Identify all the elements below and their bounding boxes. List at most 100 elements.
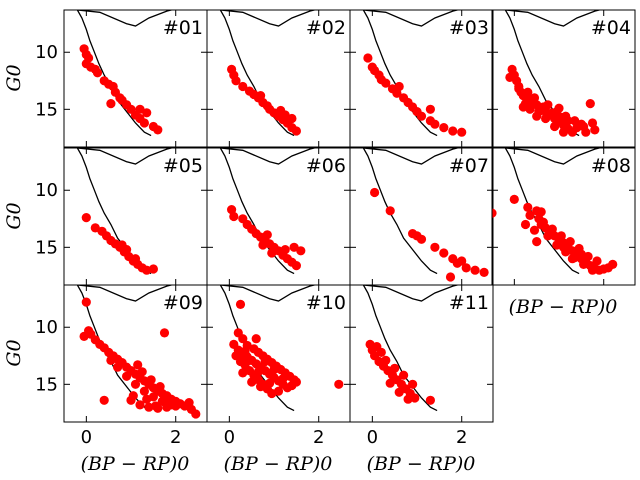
data-point — [291, 126, 301, 136]
data-point — [240, 346, 250, 356]
data-point — [518, 102, 528, 112]
data-point — [148, 264, 158, 274]
data-point — [363, 53, 373, 63]
data-point — [408, 379, 418, 389]
panels-grid: 10 15 #01 #02 #03 #04 10 15 #05 #06 #07 #08 0 2 10 15 #0… — [35, 9, 636, 448]
data-point — [99, 395, 109, 405]
data-point — [505, 72, 515, 82]
panel-label: #11 — [449, 292, 489, 314]
panel-label: #05 — [163, 155, 203, 177]
data-point — [565, 237, 575, 247]
y-axis-title-row3: G0 — [3, 339, 25, 366]
data-point — [244, 355, 255, 365]
panel-plot-area — [492, 148, 618, 275]
data-point — [587, 118, 598, 128]
panel-plot-area — [219, 10, 317, 137]
data-point — [558, 242, 569, 252]
data-point — [139, 386, 149, 396]
panel-frame — [491, 9, 636, 148]
panel-frame — [491, 147, 636, 286]
data-point — [238, 334, 248, 344]
data-point — [130, 379, 141, 389]
data-point — [370, 187, 380, 198]
panel-label: #08 — [591, 155, 631, 177]
panel-label: #01 — [163, 17, 203, 39]
isochrone-giant-branch — [363, 148, 460, 165]
data-point — [552, 107, 562, 117]
data-point — [523, 202, 533, 212]
data-point — [538, 217, 549, 227]
panel-3: #03 — [349, 9, 494, 148]
x-axis-title-col4: (BP − RP)0 — [509, 296, 618, 318]
data-point — [439, 123, 449, 133]
y-tick-label: 15 — [35, 99, 58, 120]
data-point — [425, 104, 435, 114]
data-point — [291, 261, 301, 271]
isochrone-giant-branch — [363, 285, 460, 302]
data-point — [457, 256, 467, 266]
data-point — [278, 374, 288, 384]
panel-plot-area — [76, 10, 174, 137]
data-point — [137, 367, 147, 377]
isochrone-line — [76, 10, 152, 137]
data-point — [536, 207, 546, 217]
data-point — [416, 111, 427, 121]
panel-4: #04 — [491, 9, 636, 148]
data-point — [235, 356, 246, 367]
data-point — [256, 382, 266, 392]
axis-labels: (BP − RP)0 (BP − RP)0 (BP − RP)0 (BP − R… — [3, 64, 617, 475]
data-point — [106, 99, 116, 109]
data-point — [146, 375, 156, 385]
data-point — [470, 265, 480, 275]
data-point — [608, 259, 618, 269]
data-point — [128, 391, 138, 401]
x-tick-label: 2 — [170, 427, 181, 448]
data-point — [585, 99, 595, 109]
y-tick-label: 10 — [35, 317, 58, 338]
data-point — [253, 367, 263, 377]
data-point — [191, 409, 201, 419]
data-point — [550, 121, 560, 132]
data-point — [92, 68, 103, 78]
data-point — [256, 91, 266, 101]
panel-plot-area — [76, 285, 201, 419]
panel-7: #07 — [349, 147, 494, 286]
data-point — [570, 116, 580, 126]
data-point — [238, 81, 248, 92]
data-point — [238, 368, 248, 378]
data-point — [142, 394, 152, 404]
data-point — [581, 127, 591, 137]
isochrone-line — [219, 148, 295, 275]
isochrone-giant-branch — [220, 10, 317, 27]
data-point — [235, 299, 246, 309]
data-point — [445, 272, 456, 282]
data-point — [394, 387, 404, 397]
panel-2: #02 — [206, 9, 351, 148]
data-point — [403, 394, 413, 404]
data-point — [439, 248, 449, 258]
data-point — [289, 375, 299, 385]
data-point — [287, 113, 297, 124]
data-point — [265, 378, 275, 388]
panel-label: #06 — [306, 155, 346, 177]
data-point — [561, 111, 571, 121]
data-point — [296, 246, 306, 256]
data-point — [151, 401, 161, 411]
y-tick-label: 10 — [35, 42, 58, 63]
data-point — [541, 113, 551, 124]
data-point — [117, 240, 127, 250]
data-point — [532, 111, 542, 121]
data-point — [558, 127, 569, 137]
y-tick-label: 15 — [35, 374, 58, 395]
data-point — [385, 378, 395, 388]
data-point — [425, 395, 435, 405]
data-point — [231, 76, 241, 86]
data-point — [135, 400, 145, 410]
data-point — [247, 377, 257, 387]
data-point — [139, 118, 149, 128]
panel-8: #08 — [491, 147, 636, 286]
data-point — [390, 363, 400, 373]
data-point — [142, 108, 152, 118]
data-point — [416, 234, 427, 244]
panel-6: #06 — [206, 147, 351, 286]
